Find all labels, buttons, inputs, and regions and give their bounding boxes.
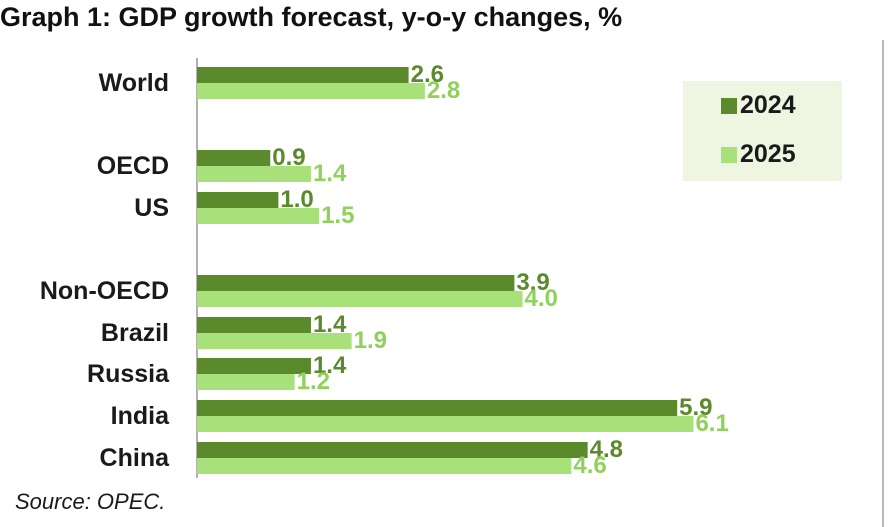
- category-label-china: China: [100, 444, 171, 472]
- bar-world-2025: [197, 83, 425, 99]
- legend-swatch-2025: [721, 146, 737, 163]
- category-label-brazil: Brazil: [101, 319, 169, 347]
- category-label-us: US: [134, 194, 169, 222]
- category-label-non-oecd: Non-OECD: [40, 277, 169, 305]
- bar-us-2024: [197, 192, 279, 208]
- legend-swatch-2024: [721, 97, 737, 114]
- value-label-china-2024: 4.8: [590, 436, 623, 463]
- bar-china-2025: [197, 458, 572, 474]
- bar-non-oecd-2024: [197, 275, 515, 291]
- bar-brazil-2024: [197, 317, 311, 333]
- category-label-oecd: OECD: [97, 152, 169, 180]
- bar-oecd-2024: [197, 150, 271, 166]
- legend-item-2025: 2025: [721, 140, 796, 169]
- bar-world-2024: [197, 67, 409, 83]
- bar-india-2025: [197, 416, 694, 432]
- value-label-brazil-2025: 1.9: [354, 327, 387, 354]
- bar-india-2024: [197, 400, 678, 416]
- bar-non-oecd-2025: [197, 291, 523, 307]
- value-label-india-2025: 6.1: [695, 410, 728, 437]
- legend-item-2024: 2024: [721, 91, 796, 120]
- bar-us-2025: [197, 208, 320, 224]
- value-label-china-2025: 4.6: [573, 452, 606, 479]
- category-label-world: World: [99, 69, 169, 97]
- bar-russia-2025: [197, 374, 295, 390]
- value-label-russia-2025: 1.2: [297, 368, 330, 395]
- bar-brazil-2025: [197, 333, 352, 349]
- value-label-world-2025: 2.8: [427, 77, 460, 104]
- legend: 2024 2025: [683, 81, 842, 181]
- source-note: Source: OPEC.: [15, 489, 166, 514]
- bar-china-2024: [197, 442, 588, 458]
- chart-title: Graph 1: GDP growth forecast, y-o-y chan…: [0, 2, 623, 32]
- bar-oecd-2025: [197, 166, 311, 182]
- category-label-india: India: [111, 402, 170, 430]
- frame-border: [882, 40, 884, 527]
- bar-russia-2024: [197, 358, 311, 374]
- legend-label-2024: 2024: [740, 91, 796, 119]
- value-label-us-2025: 1.5: [321, 202, 354, 229]
- legend-label-2025: 2025: [740, 140, 796, 168]
- value-label-non-oecd-2025: 4.0: [525, 285, 558, 312]
- value-label-russia-2024: 1.4: [313, 352, 347, 379]
- category-label-russia: Russia: [87, 360, 170, 388]
- value-label-oecd-2025: 1.4: [313, 160, 347, 187]
